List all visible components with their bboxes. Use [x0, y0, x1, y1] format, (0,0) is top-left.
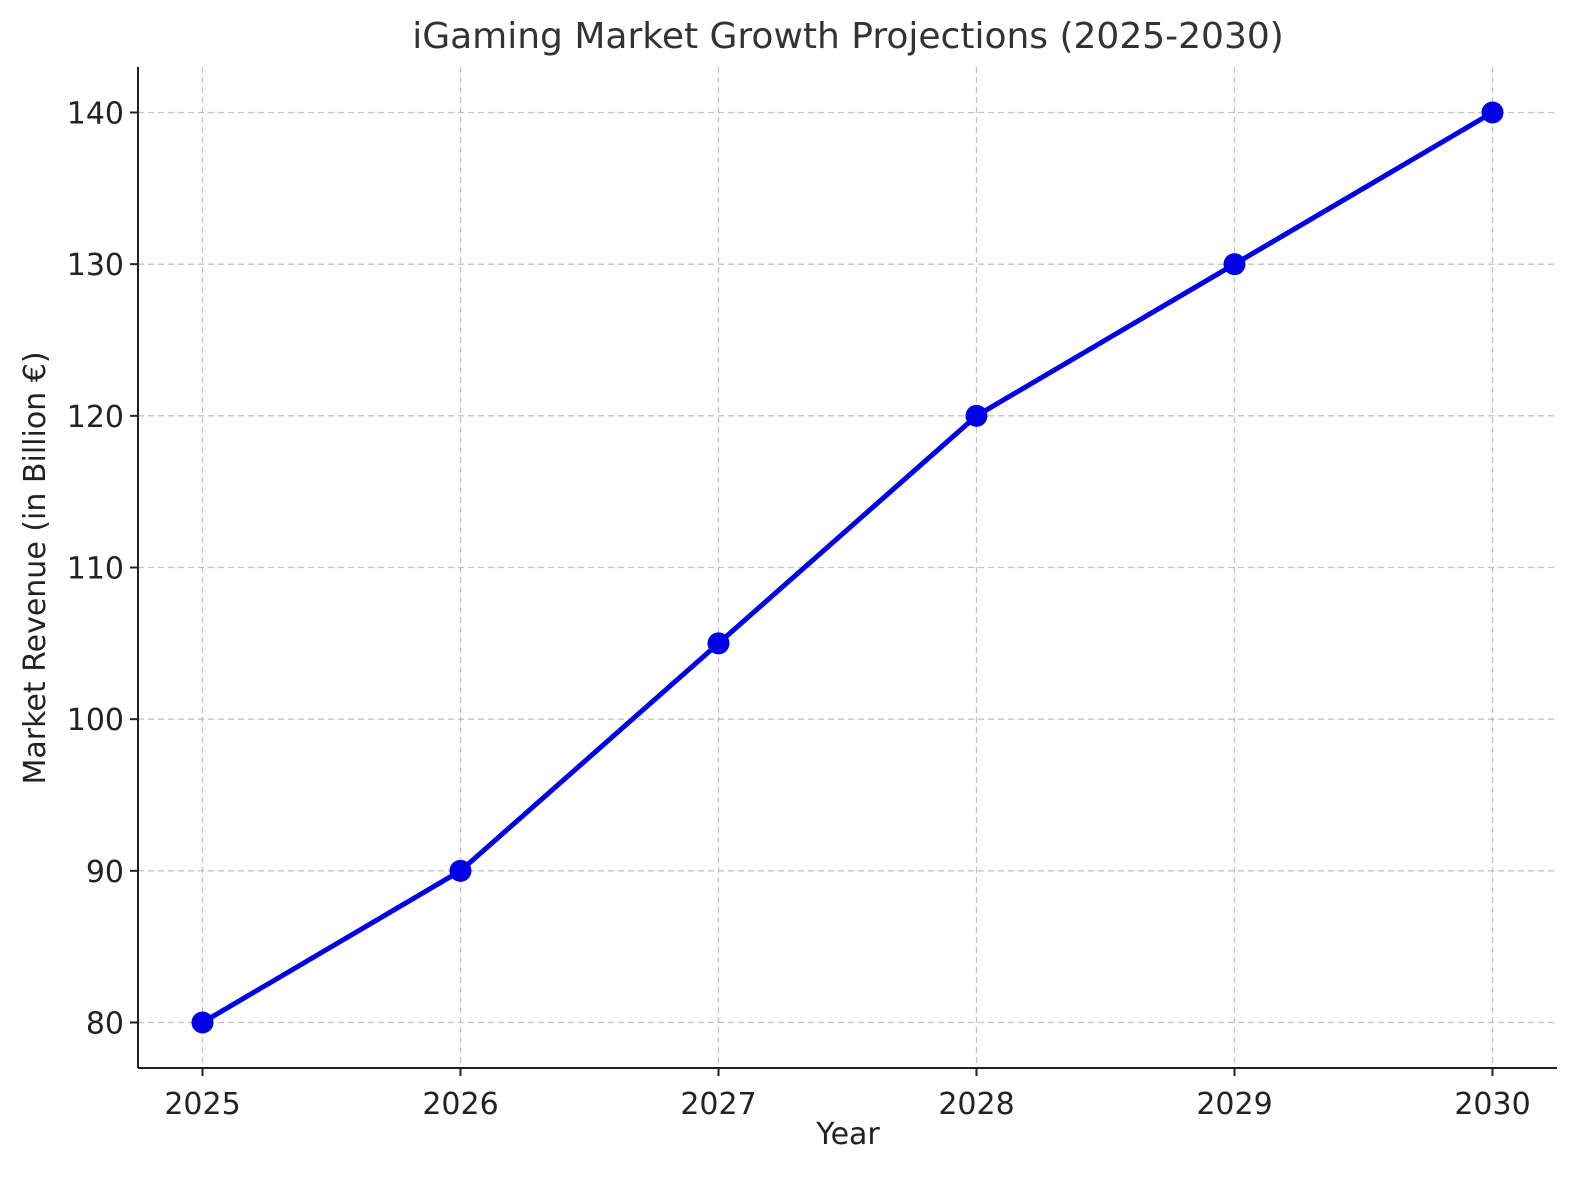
x-tick-label: 2029 — [1196, 1087, 1272, 1122]
y-tick-label: 110 — [67, 552, 124, 587]
data-point — [1223, 253, 1246, 276]
y-tick-label: 80 — [86, 1007, 124, 1042]
y-tick-label: 100 — [67, 703, 124, 738]
y-axis-label: Market Revenue (in Billion €) — [18, 351, 53, 784]
data-point — [449, 859, 472, 882]
x-tick-label: 2030 — [1454, 1087, 1530, 1122]
y-tick-label: 120 — [67, 400, 124, 435]
y-tick-label: 140 — [67, 97, 124, 132]
data-point — [707, 632, 730, 655]
data-point — [965, 404, 988, 427]
x-tick-label: 2026 — [422, 1087, 498, 1122]
x-axis-label: Year — [815, 1117, 880, 1152]
series-line — [200, 110, 1495, 1025]
series — [191, 101, 1504, 1034]
x-tick-label: 2027 — [680, 1087, 756, 1122]
y-tick-label: 130 — [67, 248, 124, 283]
data-point — [191, 1011, 214, 1034]
x-tick-label: 2028 — [938, 1087, 1014, 1122]
y-tick-label: 90 — [86, 855, 124, 890]
chart-title: iGaming Market Growth Projections (2025-… — [412, 16, 1284, 57]
data-point — [1481, 101, 1504, 124]
y-ticks: 80 90 100 110 120 130 140 — [67, 97, 138, 1042]
grid — [138, 67, 1557, 1068]
x-tick-label: 2025 — [164, 1087, 240, 1122]
x-ticks: 2025 2026 2027 2028 2029 2030 — [164, 1068, 1531, 1122]
